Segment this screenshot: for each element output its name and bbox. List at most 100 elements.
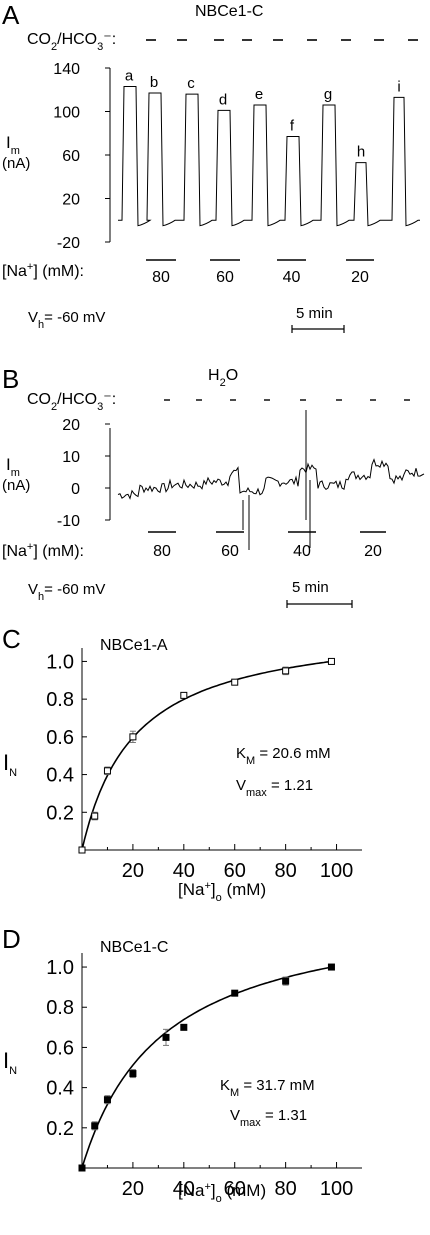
x-tick-label: 20: [122, 1178, 144, 1200]
panel-c-vmax: Vmax = 1.21: [236, 777, 313, 799]
panel-d-km: KM = 31.7 mM: [220, 1077, 315, 1099]
panel-b-current-trace: [117, 458, 425, 500]
panel-b-y-label: Im: [6, 455, 20, 479]
na-value-label: 20: [364, 543, 382, 560]
panel-d-x-label: [Na+]o (mM): [178, 1181, 266, 1205]
panel-d-axes: 0.2 0.4 0.6 0.8 1.0 20 40 60 80 100: [46, 953, 362, 1200]
panel-a-na-bars: 80 60 40 20: [146, 259, 374, 286]
data-point: [103, 767, 111, 775]
y-tick-label: 0: [71, 481, 80, 498]
data-point: [231, 989, 239, 997]
panel-a-na-label: [Na+] (mM):: [2, 261, 84, 280]
panel-d-data-points: [78, 963, 335, 1172]
panel-a-co2-label: CO2/HCO3⁻:: [27, 31, 116, 53]
data-point: [103, 1096, 111, 1104]
y-tick-label: 1.0: [46, 651, 74, 673]
panel-c: C NBCe1-A 0.20.40.60.81.020 40 60 80 100 IN …: [2, 624, 362, 904]
data-point: [327, 963, 335, 971]
data-point: [327, 657, 335, 665]
panel-a-time-scale-label: 5 min: [296, 305, 333, 322]
panel-d-title: NBCe1-C: [100, 939, 168, 956]
y-tick-label: 0.2: [46, 1118, 74, 1140]
panel-a-peak-labels: a b c d e f g h i: [125, 67, 401, 160]
panel-a-holding-potential: Vh= -60 mV: [28, 309, 105, 331]
y-tick-label: 20: [62, 192, 80, 209]
y-tick-label: 0.4: [46, 765, 74, 787]
panel-b-y-ticks: 20 10 0 -10: [57, 417, 110, 530]
panel-b-y-unit: (nA): [2, 477, 30, 494]
na-value-label: 60: [221, 543, 239, 560]
y-tick-label: 0.6: [46, 727, 74, 749]
y-tick-label: 1.0: [46, 957, 74, 979]
panel-b-time-scale-label: 5 min: [292, 579, 329, 596]
data-point: [162, 1033, 170, 1041]
y-tick-label: 0.8: [46, 997, 74, 1019]
panel-c-fit-curve: [81, 660, 332, 851]
peak-label-b: b: [150, 74, 158, 91]
data-point: [180, 1023, 188, 1031]
x-tick-label: 80: [275, 1178, 297, 1200]
na-value-label: 40: [283, 269, 301, 286]
data-point: [91, 1122, 99, 1130]
peak-label-d: d: [219, 91, 227, 108]
panel-label-b: B: [2, 364, 19, 394]
panel-a-title: NBCe1-C: [195, 3, 263, 20]
x-tick-label: 40: [173, 860, 195, 882]
na-value-label: 20: [351, 269, 369, 286]
panel-a-current-trace: [118, 86, 420, 227]
y-tick-label: 140: [53, 61, 80, 78]
peak-label-c: c: [187, 75, 195, 92]
data-point: [180, 691, 188, 699]
peak-label-a: a: [125, 67, 134, 84]
y-tick-label: -20: [57, 235, 80, 252]
panel-b-co2-label: CO2/HCO3⁻:: [27, 391, 116, 413]
y-tick-label: 60: [62, 148, 80, 165]
panel-a: A NBCe1-C CO2/HCO3⁻: 140 100 60 20 -20 Im (n…: [2, 0, 420, 333]
x-tick-label: 80: [275, 860, 297, 882]
data-point: [282, 977, 290, 985]
data-point: [282, 667, 290, 675]
peak-label-h: h: [357, 144, 365, 161]
x-tick-label: 100: [320, 860, 353, 882]
x-tick-label: 100: [320, 1178, 353, 1200]
y-tick-label: 0.2: [46, 802, 74, 824]
y-tick-label: 0.6: [46, 1037, 74, 1059]
panel-d-y-label: IN: [3, 1048, 17, 1077]
panel-a-y-unit: (nA): [2, 155, 30, 172]
y-tick-label: 0.8: [46, 689, 74, 711]
y-tick-label: 0.4: [46, 1078, 74, 1100]
peak-label-g: g: [324, 86, 332, 103]
panel-c-y-label: IN: [3, 750, 17, 779]
peak-label-i: i: [397, 78, 400, 95]
panel-d-vmax: Vmax = 1.31: [230, 1107, 307, 1129]
na-value-label: 60: [216, 269, 234, 286]
panel-c-data-points: [78, 657, 335, 854]
panel-b-na-label: [Na+] (mM):: [2, 541, 84, 560]
na-value-label: 40: [293, 543, 311, 560]
panel-c-km: KM = 20.6 mM: [236, 745, 331, 767]
y-tick-label: 100: [53, 105, 80, 122]
y-tick-label: 10: [62, 449, 80, 466]
data-point: [231, 678, 239, 686]
data-point: [78, 846, 86, 854]
panel-b-na-bars: 80 60 40 20: [148, 531, 386, 560]
x-tick-label: 40: [173, 1178, 195, 1200]
peak-label-e: e: [255, 86, 263, 103]
panel-a-y-label: Im: [6, 133, 20, 157]
y-tick-label: -10: [57, 513, 80, 530]
data-point: [129, 733, 137, 741]
panel-b-title: H2O: [208, 367, 238, 389]
na-value-label: 80: [152, 269, 170, 286]
na-value-label: 80: [153, 543, 171, 560]
panel-a-y-ticks: 140 100 60 20 -20: [53, 61, 110, 252]
data-point: [129, 1070, 137, 1078]
peak-label-f: f: [290, 118, 295, 135]
panel-label-a: A: [2, 0, 20, 30]
panel-b-holding-potential: Vh= -60 mV: [28, 581, 105, 603]
panel-b-time-scale-bar: [286, 600, 353, 608]
panel-d: D NBCe1-C 0.20.40.60.81.020 40 60 80 100 IN …: [2, 924, 362, 1205]
y-tick-label: 20: [62, 417, 80, 434]
panel-d-fit-curve: [81, 966, 332, 1169]
panel-label-d: D: [2, 924, 21, 954]
